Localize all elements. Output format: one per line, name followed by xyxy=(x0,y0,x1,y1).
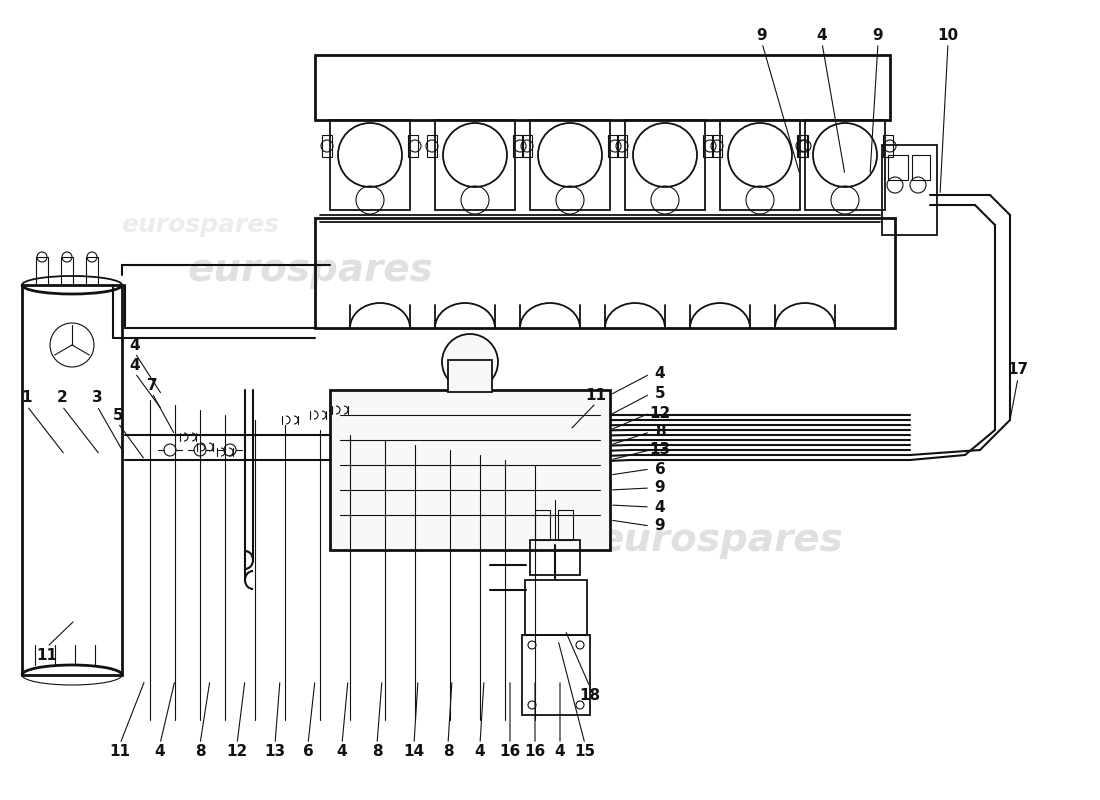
Text: 4: 4 xyxy=(130,358,141,373)
Text: 7: 7 xyxy=(146,378,157,393)
Text: 4: 4 xyxy=(554,745,565,759)
Bar xyxy=(315,218,895,328)
Text: 8: 8 xyxy=(372,745,383,759)
Text: 1: 1 xyxy=(22,390,32,406)
Text: 13: 13 xyxy=(649,442,671,458)
Text: eurospares: eurospares xyxy=(187,251,433,289)
Text: 4: 4 xyxy=(475,745,485,759)
Text: 11: 11 xyxy=(585,387,606,402)
Bar xyxy=(912,155,930,180)
Text: 9: 9 xyxy=(872,27,883,42)
Bar xyxy=(86,257,98,285)
Text: 4: 4 xyxy=(654,366,666,382)
Bar xyxy=(608,135,618,157)
Bar xyxy=(525,580,587,635)
Text: 4: 4 xyxy=(130,338,141,353)
Bar xyxy=(22,285,122,675)
Bar xyxy=(36,257,48,285)
Text: 8: 8 xyxy=(195,745,206,759)
Text: 6: 6 xyxy=(302,745,313,759)
Text: 8: 8 xyxy=(442,745,453,759)
Bar xyxy=(798,135,807,157)
Text: 12: 12 xyxy=(649,406,671,421)
Text: 14: 14 xyxy=(404,745,425,759)
Text: 17: 17 xyxy=(1008,362,1028,378)
Text: eurospares: eurospares xyxy=(597,521,843,559)
Text: 9: 9 xyxy=(654,481,666,495)
Bar xyxy=(408,135,418,157)
Text: 4: 4 xyxy=(155,745,165,759)
Text: 4: 4 xyxy=(816,27,827,42)
Text: 2: 2 xyxy=(56,390,67,406)
Text: 12: 12 xyxy=(227,745,248,759)
Bar xyxy=(448,360,492,392)
Bar xyxy=(434,120,515,210)
Text: 6: 6 xyxy=(654,462,666,477)
Text: 5: 5 xyxy=(112,407,123,422)
Text: 4: 4 xyxy=(337,745,348,759)
Text: 9: 9 xyxy=(654,518,666,534)
Bar xyxy=(322,135,332,157)
Text: 11: 11 xyxy=(36,647,57,662)
Bar xyxy=(427,135,437,157)
Bar xyxy=(558,510,573,540)
Text: eurospares: eurospares xyxy=(121,213,279,237)
Bar xyxy=(530,120,610,210)
Bar xyxy=(720,120,800,210)
Bar xyxy=(522,135,532,157)
Text: 3: 3 xyxy=(91,390,102,406)
Bar xyxy=(60,257,73,285)
Text: 13: 13 xyxy=(264,745,286,759)
Bar xyxy=(522,635,590,715)
Text: 5: 5 xyxy=(654,386,666,402)
Bar xyxy=(883,135,893,157)
Bar xyxy=(805,120,886,210)
Bar xyxy=(625,120,705,210)
Bar xyxy=(703,135,713,157)
Bar xyxy=(617,135,627,157)
Text: 10: 10 xyxy=(937,27,958,42)
Bar xyxy=(330,120,410,210)
Text: 8: 8 xyxy=(654,425,666,439)
Text: 18: 18 xyxy=(580,687,601,702)
Circle shape xyxy=(442,334,498,390)
Bar xyxy=(513,135,522,157)
Text: 16: 16 xyxy=(525,745,546,759)
Bar xyxy=(530,540,580,575)
Bar xyxy=(888,155,907,180)
Text: 15: 15 xyxy=(574,745,595,759)
Bar xyxy=(882,145,937,235)
Bar xyxy=(798,135,808,157)
Text: 9: 9 xyxy=(757,27,768,42)
Bar xyxy=(712,135,722,157)
Text: 4: 4 xyxy=(654,499,666,514)
Bar xyxy=(535,510,550,540)
Bar xyxy=(330,390,610,550)
Text: 16: 16 xyxy=(499,745,520,759)
Text: 11: 11 xyxy=(110,745,131,759)
